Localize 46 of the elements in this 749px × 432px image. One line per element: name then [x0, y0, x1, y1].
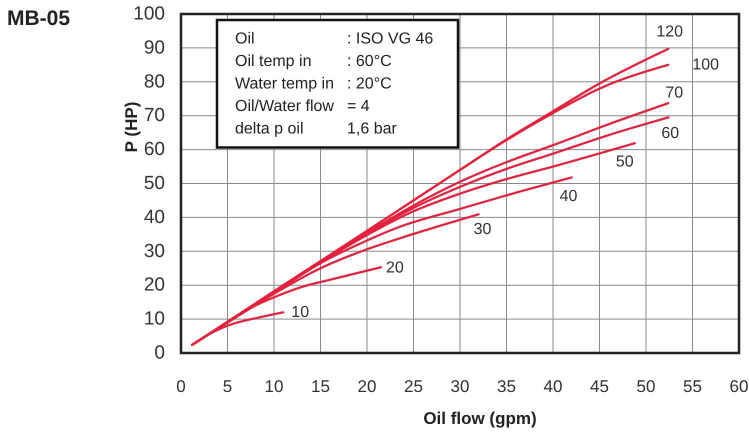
series-label: 70	[665, 84, 684, 102]
x-tick-label: 45	[590, 377, 609, 396]
chart-title: MB-05	[7, 7, 70, 30]
series-label: 100	[692, 56, 720, 74]
series-label: 40	[560, 188, 578, 205]
x-tick-label: 5	[222, 377, 232, 396]
x-tick-label: 35	[497, 377, 516, 396]
x-tick-label: 55	[683, 377, 702, 396]
annotation: Oil temp in	[235, 53, 312, 70]
y-tick-label: 100	[133, 4, 165, 24]
y-tick-label: 20	[144, 274, 165, 296]
x-tick-label: 60	[730, 377, 748, 396]
annotation: Oil	[235, 30, 255, 48]
series-label: 10	[291, 304, 310, 321]
series-label: 20	[386, 260, 404, 277]
annotation: : ISO VG 46	[347, 30, 434, 48]
series-label: 50	[616, 154, 634, 171]
x-tick-label: 40	[544, 377, 562, 396]
y-tick-label: 10	[144, 308, 165, 330]
x-tick-label: 10	[264, 377, 284, 396]
y-tick-label: 70	[144, 105, 165, 126]
annotation: delta p oil	[235, 120, 304, 138]
x-tick-label: 25	[404, 377, 423, 396]
annotation: : 60°C	[347, 53, 392, 70]
y-tick-label: 90	[144, 37, 165, 58]
y-tick-label: 0	[154, 342, 165, 364]
annotation: Oil/Water flow	[235, 98, 334, 115]
y-axis-title: P (HP)	[122, 102, 141, 152]
annotation: = 4	[347, 98, 370, 115]
y-tick-label: 40	[144, 206, 165, 228]
y-tick-label: 50	[144, 173, 165, 194]
series-label: 120	[656, 23, 684, 40]
y-tick-label: 30	[144, 240, 165, 262]
y-tick-label: 60	[144, 139, 165, 160]
x-axis-title: Oil flow (gpm)	[423, 409, 537, 428]
x-tick-label: 50	[636, 377, 656, 396]
annotation: Water temp in	[235, 76, 334, 92]
x-tick-label: 15	[311, 377, 330, 396]
x-tick-label: 0	[176, 377, 186, 396]
annotation: : 20°C	[347, 76, 392, 92]
annotation: 1,6 bar	[347, 120, 398, 138]
series-label: 30	[474, 220, 492, 238]
y-tick-label: 80	[144, 71, 165, 92]
x-tick-label: 30	[450, 377, 470, 396]
series-label: 60	[661, 124, 680, 142]
x-tick-label: 20	[358, 377, 376, 396]
